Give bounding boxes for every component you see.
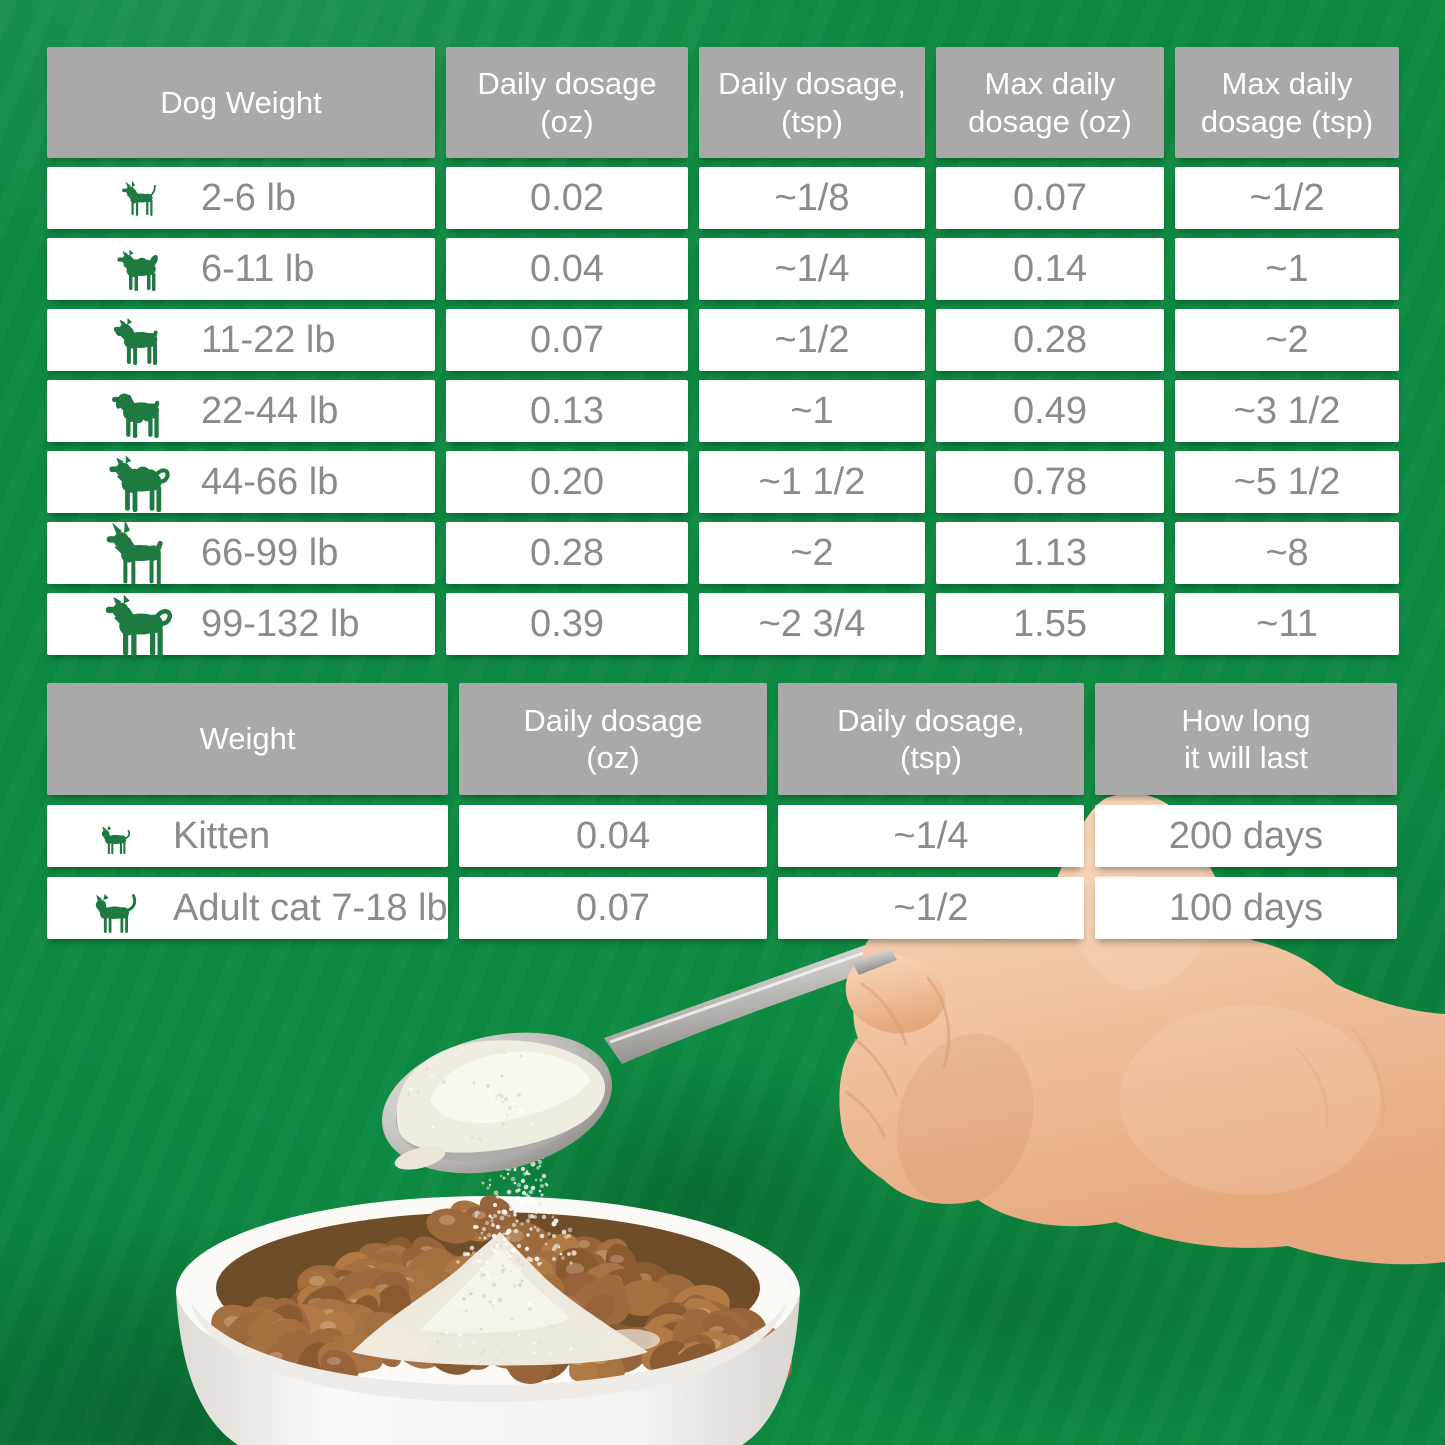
daily-tsp-cell: ~1/4 bbox=[699, 238, 925, 300]
weight-label: 22-44 lb bbox=[201, 389, 339, 432]
adult-cat-icon bbox=[71, 882, 161, 934]
daily-oz-cell: 0.13 bbox=[446, 380, 688, 442]
spoon bbox=[382, 942, 893, 1174]
schnauzer-icon bbox=[93, 315, 189, 365]
daily-tsp-cell: ~1 bbox=[699, 380, 925, 442]
max-oz-cell: 1.55 bbox=[936, 593, 1164, 655]
weight-cell: 66-99 lb bbox=[47, 521, 435, 585]
dog-col-header-max-tsp: Max daily dosage (tsp) bbox=[1175, 47, 1399, 158]
akita-icon bbox=[93, 591, 189, 657]
duration-cell: 100 days bbox=[1095, 877, 1397, 939]
max-oz-cell: 0.78 bbox=[936, 451, 1164, 513]
max-oz-cell: 1.13 bbox=[936, 522, 1164, 584]
kitten-icon bbox=[71, 817, 161, 855]
max-tsp-cell: ~1 bbox=[1175, 238, 1399, 300]
cocker-spaniel-icon bbox=[93, 384, 189, 438]
doberman-icon bbox=[93, 521, 189, 585]
max-tsp-cell: ~2 bbox=[1175, 309, 1399, 371]
weight-cell: Kitten bbox=[47, 805, 448, 867]
daily-oz-cell: 0.07 bbox=[446, 309, 688, 371]
dog-col-header-weight: Dog Weight bbox=[47, 47, 435, 158]
dog-col-header-daily-oz: Daily dosage (oz) bbox=[446, 47, 688, 158]
weight-label: Kitten bbox=[173, 814, 271, 857]
daily-oz-cell: 0.04 bbox=[446, 238, 688, 300]
weight-cell: Adult cat 7-18 lb bbox=[47, 877, 448, 939]
daily-tsp-cell: ~1 1/2 bbox=[699, 451, 925, 513]
daily-tsp-cell: ~1/8 bbox=[699, 167, 925, 229]
max-tsp-cell: ~11 bbox=[1175, 593, 1399, 655]
cat-dosage-table: Weight Daily dosage (oz) Daily dosage, (… bbox=[47, 683, 1399, 939]
daily-oz-cell: 0.07 bbox=[459, 877, 767, 939]
weight-label: 11-22 lb bbox=[201, 318, 336, 361]
max-oz-cell: 0.28 bbox=[936, 309, 1164, 371]
dog-col-header-daily-tsp: Daily dosage, (tsp) bbox=[699, 47, 925, 158]
weight-cell: 22-44 lb bbox=[47, 380, 435, 442]
daily-tsp-cell: ~2 3/4 bbox=[699, 593, 925, 655]
chow-chow-icon bbox=[93, 452, 189, 512]
max-oz-cell: 0.49 bbox=[936, 380, 1164, 442]
weight-label: 66-99 lb bbox=[201, 531, 339, 574]
cat-col-header-weight: Weight bbox=[47, 683, 448, 795]
weight-label: 6-11 lb bbox=[201, 247, 315, 290]
weight-cell: 11-22 lb bbox=[47, 309, 435, 371]
daily-oz-cell: 0.20 bbox=[446, 451, 688, 513]
daily-oz-cell: 0.02 bbox=[446, 167, 688, 229]
weight-cell: 6-11 lb bbox=[47, 238, 435, 300]
powder-mound bbox=[352, 1232, 660, 1366]
duration-cell: 200 days bbox=[1095, 805, 1397, 867]
pomeranian-icon bbox=[93, 247, 189, 291]
dog-col-header-max-oz: Max daily dosage (oz) bbox=[936, 47, 1164, 158]
max-tsp-cell: ~5 1/2 bbox=[1175, 451, 1399, 513]
daily-oz-cell: 0.39 bbox=[446, 593, 688, 655]
weight-label: 44-66 lb bbox=[201, 460, 339, 503]
daily-oz-cell: 0.28 bbox=[446, 522, 688, 584]
weight-label: 99-132 lb bbox=[201, 602, 360, 645]
cat-col-header-daily-oz: Daily dosage (oz) bbox=[459, 683, 767, 795]
weight-cell: 2-6 lb bbox=[47, 167, 435, 229]
chihuahua-icon bbox=[93, 180, 189, 216]
daily-tsp-cell: ~1/2 bbox=[778, 877, 1084, 939]
max-oz-cell: 0.07 bbox=[936, 167, 1164, 229]
daily-tsp-cell: ~1/2 bbox=[699, 309, 925, 371]
daily-tsp-cell: ~2 bbox=[699, 522, 925, 584]
dog-dosage-table: Dog Weight Daily dosage (oz) Daily dosag… bbox=[47, 47, 1399, 657]
max-tsp-cell: ~3 1/2 bbox=[1175, 380, 1399, 442]
daily-oz-cell: 0.04 bbox=[459, 805, 767, 867]
daily-tsp-cell: ~1/4 bbox=[778, 805, 1084, 867]
weight-cell: 44-66 lb bbox=[47, 451, 435, 513]
cat-col-header-duration: How long it will last bbox=[1095, 683, 1397, 795]
weight-label: 2-6 lb bbox=[201, 176, 297, 219]
weight-cell: 99-132 lb bbox=[47, 591, 435, 657]
max-tsp-cell: ~8 bbox=[1175, 522, 1399, 584]
spoon-handle-tip bbox=[852, 948, 897, 975]
max-tsp-cell: ~1/2 bbox=[1175, 167, 1399, 229]
weight-label: Adult cat 7-18 lb bbox=[173, 886, 448, 929]
cat-col-header-daily-tsp: Daily dosage, (tsp) bbox=[778, 683, 1084, 795]
max-oz-cell: 0.14 bbox=[936, 238, 1164, 300]
